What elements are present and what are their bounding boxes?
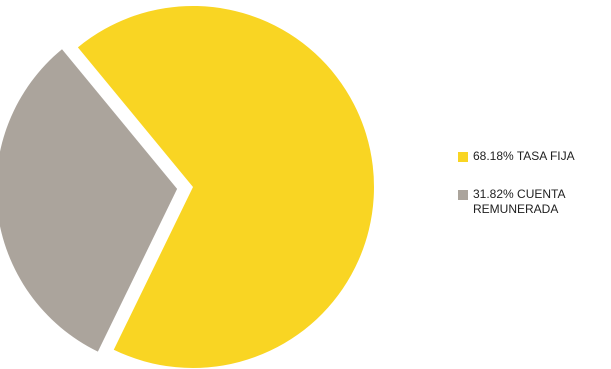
- chart-legend: 68.18% TASA FIJA 31.82% CUENTA REMUNERAD…: [458, 149, 608, 240]
- legend-label-cuenta-remunerada: 31.82% CUENTA REMUNERADA: [473, 187, 565, 216]
- pie-slice-cuenta-remunerada: [0, 49, 178, 352]
- pie-slice-tasa-fija: [77, 5, 374, 369]
- legend-label-tasa-fija: 68.18% TASA FIJA: [473, 149, 575, 163]
- legend-swatch-cuenta-remunerada: [458, 190, 468, 200]
- legend-item-cuenta-remunerada: 31.82% CUENTA REMUNERADA: [458, 187, 608, 217]
- legend-swatch-tasa-fija: [458, 152, 468, 162]
- legend-item-tasa-fija: 68.18% TASA FIJA: [458, 149, 608, 164]
